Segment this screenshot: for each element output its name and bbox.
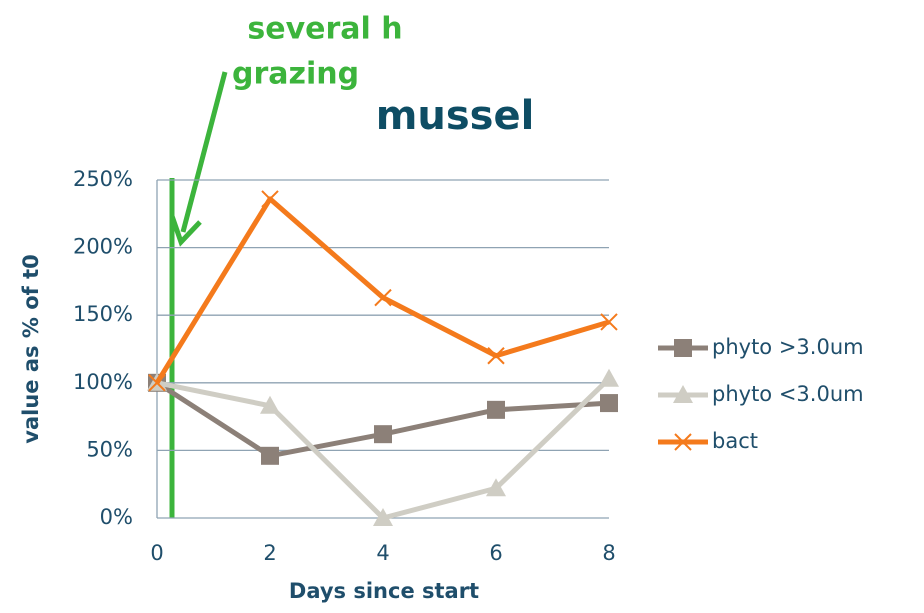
legend-label: phyto <3.0um [712, 382, 864, 406]
legend-marker [674, 433, 692, 451]
legend-label: bact [712, 429, 758, 453]
x-tick-label: 6 [489, 541, 502, 565]
y-tick-label: 250% [73, 167, 133, 191]
x-tick-label: 4 [376, 541, 389, 565]
marker [374, 288, 392, 307]
y-axis-label: value as % of t0 [19, 254, 43, 443]
marker [148, 374, 166, 392]
arrow-head [169, 215, 202, 247]
y-tick-label: 0% [100, 505, 133, 529]
annotation-line: grazing [232, 57, 359, 92]
series-line [156, 376, 611, 521]
y-tick-label: 100% [73, 370, 133, 394]
marker [599, 368, 619, 387]
x-tick-label: 2 [263, 541, 276, 565]
y-tick-label: 200% [73, 235, 133, 259]
annotation-line: several h [247, 12, 402, 47]
marker [486, 478, 506, 497]
x-tick-label: 0 [150, 541, 163, 565]
legend-marker [673, 385, 693, 403]
x-axis-label: Days since start [289, 579, 479, 603]
marker [600, 394, 618, 413]
x-tick-label: 8 [602, 541, 615, 565]
marker [374, 425, 392, 444]
legend-label: phyto >3.0um [712, 335, 864, 359]
series-line [154, 196, 610, 385]
marker [260, 395, 280, 414]
legend-marker [674, 339, 692, 357]
marker [487, 347, 505, 365]
marker [373, 508, 393, 526]
marker [261, 190, 279, 208]
arrow-shaft [180, 71, 228, 233]
y-tick-label: 150% [73, 302, 133, 326]
y-tick-label: 50% [86, 437, 133, 461]
chart-title: mussel [376, 93, 535, 139]
marker [600, 313, 618, 331]
marker [261, 446, 279, 465]
marker [487, 400, 505, 419]
